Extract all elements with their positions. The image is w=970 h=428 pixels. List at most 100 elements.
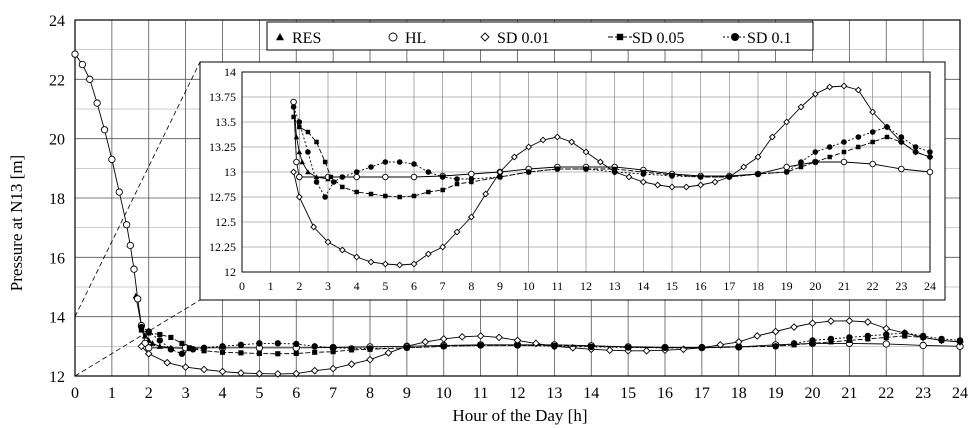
data-point bbox=[310, 223, 318, 231]
data-point bbox=[790, 323, 798, 331]
data-point bbox=[553, 133, 561, 141]
data-point bbox=[882, 324, 891, 333]
data-point bbox=[354, 189, 359, 195]
inset-y-tick-label: 12.75 bbox=[209, 190, 236, 204]
legend-marker bbox=[480, 32, 490, 42]
inset-x-tick-label: 21 bbox=[838, 279, 850, 293]
data-point bbox=[661, 344, 669, 352]
data-point bbox=[274, 340, 282, 347]
data-point bbox=[134, 295, 142, 303]
data-point bbox=[411, 161, 417, 167]
main-series bbox=[71, 50, 964, 378]
series-line bbox=[141, 320, 961, 375]
data-point bbox=[611, 169, 618, 175]
x-tick-label: 19 bbox=[768, 385, 784, 402]
main-plot-border bbox=[74, 19, 961, 377]
data-point bbox=[811, 90, 819, 98]
data-point bbox=[297, 124, 302, 130]
data-point bbox=[156, 337, 164, 344]
data-point bbox=[840, 82, 848, 90]
data-point bbox=[846, 334, 853, 341]
series-line bbox=[293, 85, 931, 266]
data-point bbox=[869, 160, 876, 168]
data-point bbox=[108, 155, 116, 164]
data-point bbox=[532, 339, 540, 348]
y-tick-label: 20 bbox=[49, 132, 65, 149]
x-tick-label: 1 bbox=[108, 385, 116, 402]
data-point bbox=[189, 346, 197, 353]
series-line bbox=[141, 329, 961, 355]
inset-x-tick-label: 2 bbox=[296, 279, 302, 293]
data-point bbox=[697, 174, 704, 180]
data-point bbox=[826, 144, 833, 150]
data-point bbox=[783, 169, 790, 175]
x-tick-label: 10 bbox=[436, 385, 452, 402]
legend-label: SD 0.1 bbox=[747, 30, 791, 47]
inset-zoom-connector-lines bbox=[74, 61, 201, 377]
data-point bbox=[330, 179, 337, 185]
data-point bbox=[812, 149, 819, 155]
data-point bbox=[305, 169, 311, 175]
inset-series bbox=[290, 82, 934, 269]
data-point bbox=[410, 260, 418, 268]
x-tick-label: 15 bbox=[620, 385, 636, 402]
inset-x-tick-label: 20 bbox=[809, 279, 821, 293]
data-point bbox=[200, 344, 208, 352]
data-point bbox=[382, 159, 389, 165]
data-point bbox=[219, 349, 226, 355]
data-point bbox=[237, 341, 245, 349]
data-point bbox=[367, 258, 375, 266]
legend-item-res: RES bbox=[276, 30, 321, 47]
legend-item-sd-0-05: SD 0.05 bbox=[608, 30, 684, 47]
data-point bbox=[869, 129, 876, 135]
data-point bbox=[275, 351, 281, 357]
data-point bbox=[711, 178, 719, 186]
data-point bbox=[497, 174, 503, 180]
data-point bbox=[783, 163, 790, 171]
data-point bbox=[238, 350, 244, 356]
inset-y-tick-label: 12.25 bbox=[209, 240, 236, 254]
data-point bbox=[938, 335, 945, 343]
data-point bbox=[698, 344, 706, 352]
data-point bbox=[218, 367, 227, 376]
x-tick-label: 7 bbox=[329, 385, 337, 402]
x-tick-label: 5 bbox=[255, 385, 263, 402]
data-point bbox=[421, 338, 430, 346]
x-tick-label: 11 bbox=[473, 385, 488, 402]
data-point bbox=[525, 169, 532, 175]
inset-x-tick-label: 6 bbox=[411, 279, 417, 293]
data-point bbox=[726, 174, 733, 180]
data-point bbox=[410, 173, 418, 181]
x-tick-label: 9 bbox=[403, 385, 411, 402]
data-point bbox=[237, 369, 245, 377]
data-point bbox=[477, 342, 484, 349]
data-point bbox=[869, 108, 877, 116]
data-point bbox=[912, 144, 919, 150]
inset-y-tick-label: 13.75 bbox=[209, 90, 236, 104]
zoom-connector bbox=[74, 61, 201, 317]
data-point bbox=[514, 342, 521, 349]
series-sd-0-05 bbox=[138, 327, 963, 357]
inset-x-tick-label: 11 bbox=[552, 279, 564, 293]
data-point bbox=[898, 134, 905, 140]
inset-x-tick-label: 8 bbox=[468, 279, 474, 293]
data-point bbox=[324, 238, 332, 246]
inset-x-tick-label: 0 bbox=[239, 279, 245, 293]
data-point bbox=[145, 328, 152, 335]
data-point bbox=[809, 337, 816, 344]
legend-box bbox=[266, 21, 814, 51]
data-point bbox=[86, 75, 94, 83]
data-point bbox=[440, 343, 447, 350]
inset-x-tick-label: 22 bbox=[867, 279, 879, 293]
inset-y-tick-label: 13.25 bbox=[209, 140, 236, 154]
inset-y-tick-label: 12.5 bbox=[215, 215, 236, 229]
data-point bbox=[870, 139, 875, 145]
data-point bbox=[841, 139, 847, 145]
data-point bbox=[396, 159, 403, 165]
data-point bbox=[290, 104, 297, 110]
data-point bbox=[439, 243, 447, 251]
data-point bbox=[469, 179, 474, 185]
data-point bbox=[808, 319, 817, 328]
data-point bbox=[884, 134, 890, 140]
inset-x-tick-label: 4 bbox=[354, 279, 360, 293]
